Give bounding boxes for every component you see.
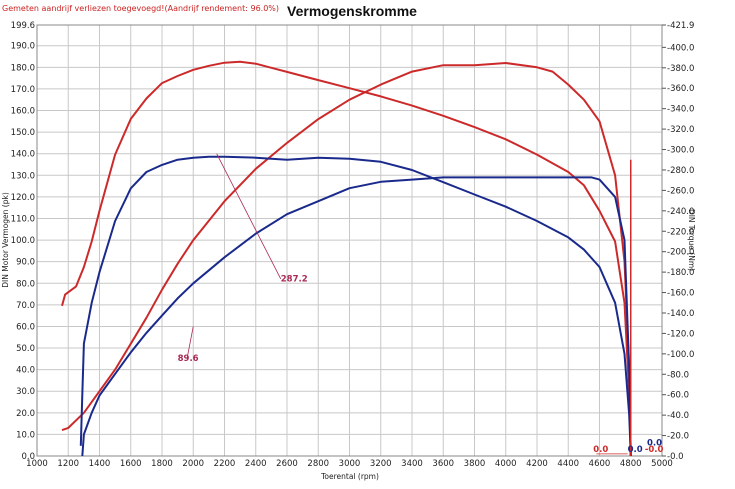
- y-tick-label: 130.0: [11, 171, 35, 181]
- y-tick-label: 50.0: [16, 344, 35, 354]
- annotation-label: 287.2: [281, 274, 308, 284]
- y-tick-label: 40.0: [16, 366, 35, 376]
- x-tick-label: 2600: [276, 459, 298, 469]
- y2-tick-label: -340.0: [667, 105, 694, 115]
- x-tick-label: 3600: [432, 459, 454, 469]
- y2-tick-label: -360.0: [667, 84, 694, 94]
- y-tick-label: 110.0: [11, 214, 35, 224]
- series-line-1: [61, 62, 632, 457]
- y2-tick-label: -260.0: [667, 186, 694, 196]
- x-tick-label: 1000: [26, 459, 48, 469]
- x-tick-label: 1600: [120, 459, 142, 469]
- y2-tick-label: -200.0: [667, 248, 694, 258]
- x-tick-label: 2800: [307, 459, 329, 469]
- y2-tick-label: -80.0: [667, 370, 689, 380]
- x-tick-label: 5000: [651, 459, 673, 469]
- x-tick-label: 4000: [495, 459, 517, 469]
- x-tick-label: 3800: [464, 459, 486, 469]
- x-tick-label: 3400: [401, 459, 423, 469]
- x-tick-label: 1800: [151, 459, 173, 469]
- x-tick-label: 1400: [89, 459, 111, 469]
- annotation-label: 0.0: [647, 438, 662, 448]
- y-tick-label: 10.0: [16, 430, 35, 440]
- annotation-label: -0.0: [645, 445, 664, 455]
- x-tick-label: 2400: [245, 459, 267, 469]
- y2-tick-label: -140.0: [667, 309, 694, 319]
- x-tick-label: 1200: [57, 459, 79, 469]
- y-tick-label: 70.0: [16, 301, 35, 311]
- y2-tick-label: -300.0: [667, 146, 694, 156]
- x-tick-label: 2200: [214, 459, 236, 469]
- y-axis-label: DIN Motor Vermogen (pk): [1, 192, 10, 288]
- annotation-label: 0.0: [593, 445, 608, 455]
- x-tick-label: 4400: [557, 459, 579, 469]
- y-tick-label: 170.0: [11, 85, 35, 95]
- y-tick-label: 0.0: [21, 452, 35, 462]
- y2-tick-label: -20.0: [667, 432, 689, 442]
- y2-axis-label: DIN Torque (Nm): [687, 209, 696, 271]
- y-tick-label: 180.0: [11, 63, 35, 73]
- y2-tick-label: -400.0: [667, 43, 694, 53]
- y2-tick-label: -380.0: [667, 64, 694, 74]
- y-tick-label: 60.0: [16, 322, 35, 332]
- plot-frame: [36, 24, 663, 457]
- x-tick-label: 4600: [589, 459, 611, 469]
- grid: [36, 24, 663, 457]
- y-tick-label: 160.0: [11, 107, 35, 117]
- series-line-0: [61, 60, 632, 457]
- tick-labels: 1000 1200 1400 1600 1800 2000 2200 2400 2600 2800…: [11, 21, 695, 469]
- y-tick-label: 90.0: [16, 258, 35, 268]
- y-tick-label: 199.6: [11, 21, 35, 31]
- series-lines: [61, 60, 632, 457]
- x-tick-label: 2000: [182, 459, 204, 469]
- chart-title: Vermogenskromme: [287, 3, 417, 19]
- chart-note: Gemeten aandrijf verliezen toegevoegd!(A…: [2, 4, 279, 13]
- y2-tick-label: -60.0: [667, 391, 689, 401]
- y-tick-label: 120.0: [11, 193, 35, 203]
- x-axis-label: Toerental (rpm): [320, 472, 379, 481]
- y-tick-label: 20.0: [16, 409, 35, 419]
- y2-tick-label: -160.0: [667, 289, 694, 299]
- y-tick-label: 80.0: [16, 279, 35, 289]
- x-tick-label: 3000: [339, 459, 361, 469]
- y2-tick-label: -100.0: [667, 350, 694, 360]
- series-line-2: [79, 155, 632, 457]
- annotation-leader: [186, 326, 194, 359]
- annotation-label: 89.6: [178, 354, 199, 364]
- y2-tick-label: -0.0: [667, 452, 684, 462]
- x-tick-label: 4200: [526, 459, 548, 469]
- x-tick-label: 3200: [370, 459, 392, 469]
- y-tick-label: 190.0: [11, 42, 35, 52]
- y2-tick-label: -120.0: [667, 329, 694, 339]
- y2-tick-label: -320.0: [667, 125, 694, 135]
- annotation-leader: [216, 153, 282, 280]
- y-tick-label: 30.0: [16, 387, 35, 397]
- y2-tick-label: -40.0: [667, 411, 689, 421]
- y-tick-label: 100.0: [11, 236, 35, 246]
- y2-tick-label: -280.0: [667, 166, 694, 176]
- y2-tick-label: -421.9: [667, 21, 694, 31]
- x-tick-label: 4800: [620, 459, 642, 469]
- y2-tick-label: -240.0: [667, 207, 694, 217]
- series-line-3: [81, 176, 632, 457]
- y-tick-label: 150.0: [11, 128, 35, 138]
- annotation-label: 0.0: [628, 445, 643, 455]
- y2-tick-label: -220.0: [667, 227, 694, 237]
- y2-tick-label: -180.0: [667, 268, 694, 278]
- y-tick-label: 140.0: [11, 150, 35, 160]
